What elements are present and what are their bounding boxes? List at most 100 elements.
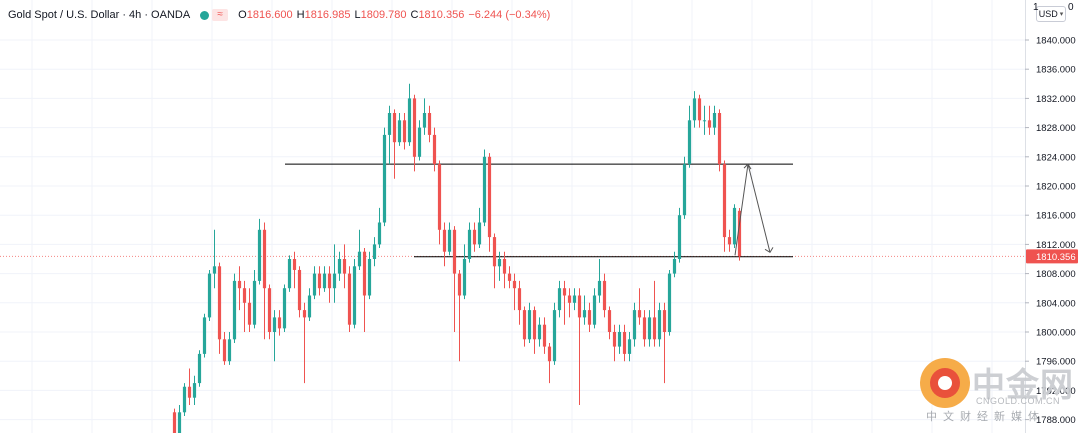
candle-body: [192, 383, 197, 398]
candle-body: [557, 288, 562, 311]
candle-body: [317, 273, 322, 289]
open-value: 1816.600: [246, 9, 293, 21]
candle-body: [227, 339, 232, 362]
y-tick-label: 1840.000: [1036, 36, 1076, 47]
candle-body: [377, 222, 382, 245]
y-tick-label: 1804.000: [1036, 298, 1076, 309]
chevron-down-icon: ▾: [1059, 11, 1064, 18]
candle-body: [182, 386, 187, 413]
candle-body: [427, 113, 432, 135]
candle-body: [502, 259, 507, 274]
candle-body: [392, 113, 397, 143]
candle-body: [512, 280, 517, 289]
candle-body: [632, 310, 637, 340]
candle-body: [547, 346, 552, 362]
candle-body: [197, 353, 202, 384]
candle-body: [397, 120, 402, 143]
candle-body: [272, 317, 277, 332]
wave-icon[interactable]: ≈: [212, 9, 229, 21]
y-tick-label: 1832.000: [1036, 94, 1076, 105]
candle-body: [592, 295, 597, 325]
candle-body: [247, 302, 252, 325]
candle-body: [627, 339, 632, 354]
currency-selector[interactable]: USD ▾: [1036, 6, 1066, 22]
low-label: L: [354, 9, 361, 21]
candle-body: [687, 120, 692, 165]
candle-body: [222, 339, 227, 362]
candle-body: [532, 310, 537, 340]
candle-body: [677, 215, 682, 259]
last-price-badge: [1026, 249, 1078, 264]
candle-body: [402, 120, 407, 143]
candle-body: [357, 251, 362, 267]
candle-body: [732, 207, 737, 245]
candle-body: [212, 266, 217, 274]
y-tick-label: 1788.000: [1036, 415, 1076, 426]
market-status-icon: [200, 10, 210, 20]
candle-body: [417, 127, 422, 157]
candle-body: [207, 273, 212, 318]
y-tick-label: 1836.000: [1036, 65, 1076, 76]
candle-body: [387, 113, 392, 135]
candle-body: [277, 317, 282, 329]
candle-body: [642, 317, 647, 340]
candle-body: [257, 229, 262, 281]
candle-body: [542, 324, 547, 347]
candle-body: [297, 269, 302, 311]
candle-body: [237, 280, 242, 289]
candle-body: [202, 317, 207, 354]
candle-body: [622, 332, 627, 354]
candle-body: [372, 244, 377, 259]
candle-body: [472, 229, 477, 245]
candle-body: [497, 259, 502, 267]
candle-body: [692, 98, 697, 121]
candle-body: [697, 98, 702, 121]
candle-body: [672, 259, 677, 274]
candle-body: [362, 251, 367, 296]
candle-body: [217, 266, 222, 340]
watermark-brand: 中金网: [972, 365, 1074, 404]
candle-body: [482, 156, 487, 223]
candle-body: [282, 288, 287, 329]
candle-body: [322, 273, 327, 289]
axis-clipped-label: 1: [1033, 2, 1039, 13]
candle-body: [567, 295, 572, 303]
candle-body: [452, 229, 457, 274]
candle-body: [422, 113, 427, 128]
y-tick-label: 1808.000: [1036, 269, 1076, 280]
candle-body: [382, 134, 387, 223]
y-tick-label: 1824.000: [1036, 152, 1076, 163]
candle-body: [267, 288, 272, 332]
candle-body: [292, 259, 297, 270]
candle-body: [312, 273, 317, 296]
candle-body: [487, 156, 492, 238]
candle-body: [612, 332, 617, 347]
candle-body: [302, 310, 307, 318]
candle-body: [637, 310, 642, 318]
close-label: C: [410, 9, 419, 21]
y-tick-label: 1816.000: [1036, 211, 1076, 222]
candle-body: [337, 259, 342, 274]
watermark-site: CNGOLD.COM.CN: [976, 396, 1061, 406]
axis-clipped-label: 0: [1068, 2, 1074, 13]
y-tick-label: 1828.000: [1036, 123, 1076, 134]
symbol-title[interactable]: Gold Spot / U.S. Dollar · 4h · OANDA: [8, 9, 191, 21]
candle-body: [712, 113, 717, 128]
candle-body: [702, 120, 707, 122]
candle-body: [517, 288, 522, 311]
candle-body: [287, 259, 292, 289]
candle-body: [437, 164, 442, 230]
currency-label: USD: [1038, 9, 1058, 19]
candle-body: [347, 273, 352, 325]
candle-body: [577, 295, 582, 318]
high-label: H: [296, 9, 305, 21]
y-tick-label: 1820.000: [1036, 182, 1076, 193]
candle-body: [342, 259, 347, 274]
candle-body: [492, 237, 497, 267]
candle-body: [507, 273, 512, 281]
candle-body: [407, 98, 412, 143]
candle-body: [232, 280, 237, 340]
watermark-slogan: 中文财经新媒体: [926, 410, 1045, 423]
chart-legend: Gold Spot / U.S. Dollar · 4h · OANDA ≈ O…: [8, 7, 554, 23]
